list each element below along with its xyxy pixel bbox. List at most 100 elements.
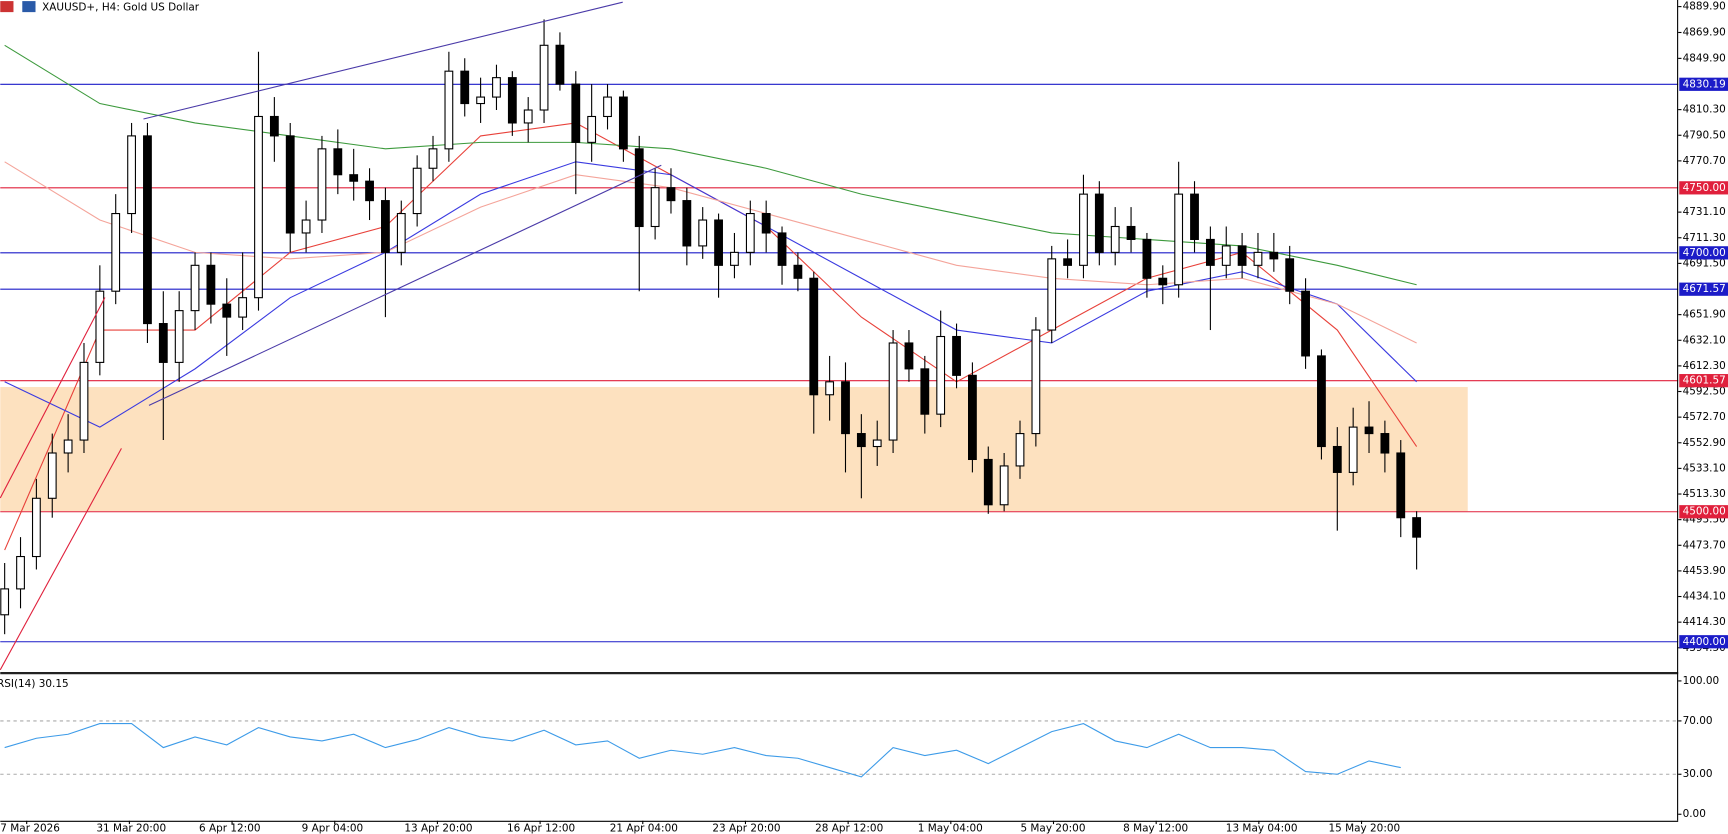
level-tag xyxy=(1679,635,1728,649)
candle-body xyxy=(63,439,73,454)
candle-body xyxy=(888,342,898,441)
candle-body xyxy=(856,433,866,448)
level-label: 4750.00 xyxy=(1683,182,1726,194)
y-tick-label: 4810.30 xyxy=(1683,104,1726,116)
y-tick-label: 4770.70 xyxy=(1683,155,1726,167)
candle-body xyxy=(1348,426,1358,473)
candle-body xyxy=(349,174,359,182)
y-tick-label: 4513.30 xyxy=(1683,488,1726,500)
candle-body xyxy=(111,213,121,292)
x-tick-label: 27 Mar 2026 xyxy=(0,822,60,834)
candle-body xyxy=(158,323,168,363)
candle-body xyxy=(825,381,835,396)
candle-body xyxy=(714,219,723,266)
candle-body xyxy=(571,83,581,143)
y-tick-label: 4572.70 xyxy=(1683,411,1726,423)
candle-body xyxy=(1110,225,1120,253)
candle-body xyxy=(143,135,152,325)
level-label: 4700.00 xyxy=(1683,247,1726,259)
y-tick-label: 4632.10 xyxy=(1683,334,1726,346)
x-tick-label: 8 May 12:00 xyxy=(1123,822,1188,834)
candle-body xyxy=(936,335,946,415)
candle-body xyxy=(301,219,311,234)
y-tick-label: 4651.90 xyxy=(1683,309,1726,321)
rsi-label: RSI(14) 30.15 xyxy=(0,678,69,690)
candle-body xyxy=(1142,238,1152,279)
candle-body xyxy=(618,96,628,150)
candle-body xyxy=(1205,238,1215,266)
plot-area xyxy=(0,19,1679,778)
candle-body xyxy=(1285,258,1295,292)
candle-body xyxy=(1364,426,1374,435)
candle-body xyxy=(460,70,470,105)
candle-body xyxy=(983,458,993,506)
level-label: 4500.00 xyxy=(1683,506,1726,518)
candle-body xyxy=(745,213,755,253)
y-tick-label: 4869.90 xyxy=(1683,26,1726,38)
level-tag xyxy=(1679,505,1728,519)
y-tick-label: 4552.90 xyxy=(1683,437,1726,449)
candle-body xyxy=(1094,193,1104,253)
y-tick-label: 4434.10 xyxy=(1683,591,1726,603)
rsi-tick-label: 0.00 xyxy=(1683,808,1706,820)
candle-body xyxy=(333,148,343,176)
channel-lower xyxy=(148,164,662,406)
candle-body xyxy=(238,297,248,318)
candle-body xyxy=(444,70,454,150)
candle-body xyxy=(1253,251,1263,266)
level-tag xyxy=(1679,181,1728,195)
candle-body xyxy=(682,200,692,247)
candle-body xyxy=(269,115,279,137)
candle-body xyxy=(841,381,850,435)
level-tag xyxy=(1679,374,1728,388)
x-tick-label: 23 Apr 20:00 xyxy=(712,822,780,834)
candle-body xyxy=(1237,245,1247,266)
candle-body xyxy=(428,148,438,169)
candle-body xyxy=(1301,290,1310,357)
y-tick-label: 4790.50 xyxy=(1683,129,1726,141)
candle-body xyxy=(1269,251,1279,260)
candle-body xyxy=(634,148,644,228)
trendline xyxy=(0,448,122,671)
y-tick-label: 4711.30 xyxy=(1683,232,1726,244)
candle-body xyxy=(1158,277,1168,286)
y-tick-label: 4849.90 xyxy=(1683,52,1726,64)
candle-body xyxy=(396,213,406,253)
chart-title: XAUUSD+, H4: Gold US Dollar xyxy=(42,2,200,14)
rsi-line xyxy=(4,722,1401,778)
candle-body xyxy=(1174,193,1184,286)
x-tick-label: 16 Apr 12:00 xyxy=(507,822,575,834)
candle-body xyxy=(190,264,200,312)
level-tag xyxy=(1679,282,1728,296)
candle-body xyxy=(174,310,184,363)
candle-body xyxy=(47,452,57,499)
candle-body xyxy=(968,374,977,461)
trendlines xyxy=(0,1,662,671)
candle-body xyxy=(31,497,41,558)
candle-body xyxy=(1015,433,1025,467)
y-tick-label: 4889.90 xyxy=(1683,1,1726,13)
x-tick-label: 1 May 04:00 xyxy=(918,822,983,834)
candle-body xyxy=(1412,517,1422,538)
x-tick-label: 13 May 04:00 xyxy=(1226,822,1298,834)
level-tag xyxy=(1679,77,1728,91)
candle-body xyxy=(476,96,486,105)
y-tick-label: 4691.50 xyxy=(1683,257,1726,269)
level-tag xyxy=(1679,246,1728,260)
period-icon xyxy=(22,1,36,13)
x-tick-label: 13 Apr 20:00 xyxy=(404,822,472,834)
x-tick-label: 6 Apr 12:00 xyxy=(199,822,261,834)
rsi-tick-label: 30.00 xyxy=(1683,768,1713,780)
candle-body xyxy=(1126,225,1136,240)
candle-body xyxy=(777,232,787,266)
candle-body xyxy=(1047,258,1057,331)
candle-body xyxy=(365,180,374,202)
y-tick-label: 4612.30 xyxy=(1683,360,1726,372)
candle-body xyxy=(492,77,501,98)
candle-body xyxy=(872,439,882,448)
trendline xyxy=(0,297,106,499)
candle-body xyxy=(317,148,327,221)
candle-body xyxy=(1396,452,1406,519)
candle-body xyxy=(650,187,660,228)
